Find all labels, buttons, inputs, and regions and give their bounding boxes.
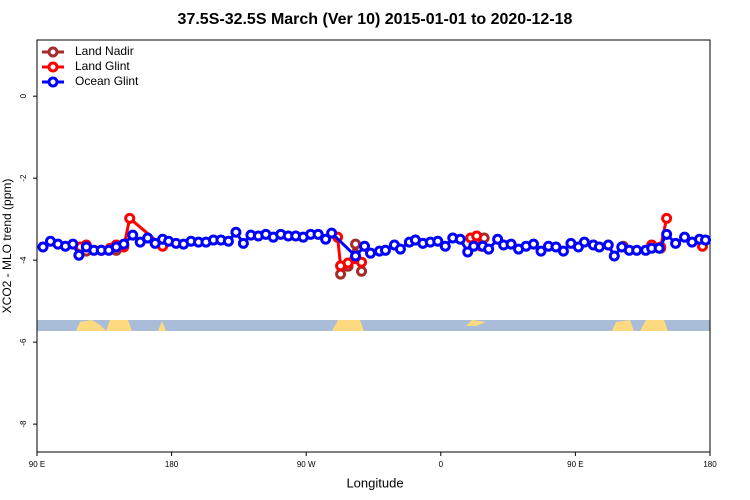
data-point — [326, 227, 338, 239]
data-point — [142, 232, 154, 244]
x-tick-label: 180 — [165, 460, 179, 469]
data-point — [439, 240, 451, 252]
legend-marker — [47, 76, 59, 88]
x-tick-label: 0 — [439, 460, 444, 469]
data-point — [608, 250, 620, 262]
data-point — [127, 229, 139, 241]
legend-label: Land Glint — [75, 59, 130, 73]
data-point — [356, 256, 368, 268]
y-tick-label: -4 — [19, 256, 28, 264]
data-point — [379, 244, 391, 256]
data-point — [124, 212, 136, 224]
y-tick-label: -8 — [19, 420, 28, 428]
data-point — [535, 245, 547, 257]
data-point — [394, 243, 406, 255]
data-point — [67, 238, 79, 250]
data-point — [679, 231, 691, 243]
legend-marker — [47, 46, 59, 58]
data-point — [230, 226, 242, 238]
x-tick-label: 90 W — [297, 460, 316, 469]
data-point — [356, 265, 368, 277]
y-tick-label: -2 — [19, 174, 28, 182]
data-point — [342, 257, 354, 269]
data-point — [73, 249, 85, 261]
y-tick-label: -6 — [19, 338, 28, 346]
data-point — [505, 238, 517, 250]
data-point — [700, 234, 712, 246]
x-axis-label: Longitude — [346, 475, 403, 490]
chart-title: 37.5S-32.5S March (Ver 10) 2015-01-01 to… — [178, 11, 573, 28]
map-strip — [37, 320, 710, 331]
data-point — [593, 241, 605, 253]
data-point — [359, 240, 371, 252]
data-point — [471, 230, 483, 242]
data-point — [670, 237, 682, 249]
plot-frame — [36, 39, 711, 453]
data-point — [37, 241, 49, 253]
data-point — [312, 228, 324, 240]
data-point — [557, 245, 569, 257]
data-point — [528, 238, 540, 250]
x-tick-label: 90 E — [567, 460, 583, 469]
legend-marker — [47, 61, 59, 73]
data-point — [661, 212, 673, 224]
x-tick-label: 90 E — [29, 460, 45, 469]
data-point — [118, 238, 130, 250]
data-point — [468, 240, 480, 252]
y-axis-label: XCO2 - MLO trend (ppm) — [0, 179, 14, 314]
data-point — [631, 244, 643, 256]
legend-label: Land Nadir — [75, 44, 134, 58]
data-point — [483, 243, 495, 255]
data-point — [578, 236, 590, 248]
x-tick-label: 180 — [703, 460, 717, 469]
data-point — [320, 233, 332, 245]
data-point — [661, 228, 673, 240]
data-point — [432, 235, 444, 247]
data-point — [222, 235, 234, 247]
data-point — [602, 239, 614, 251]
data-point — [365, 247, 377, 259]
data-point — [454, 233, 466, 245]
legend-label: Ocean Glint — [75, 74, 139, 88]
data-point — [350, 238, 362, 250]
data-point — [237, 237, 249, 249]
data-point — [653, 242, 665, 254]
y-tick-label: 0 — [19, 93, 28, 98]
data-point — [350, 250, 362, 262]
